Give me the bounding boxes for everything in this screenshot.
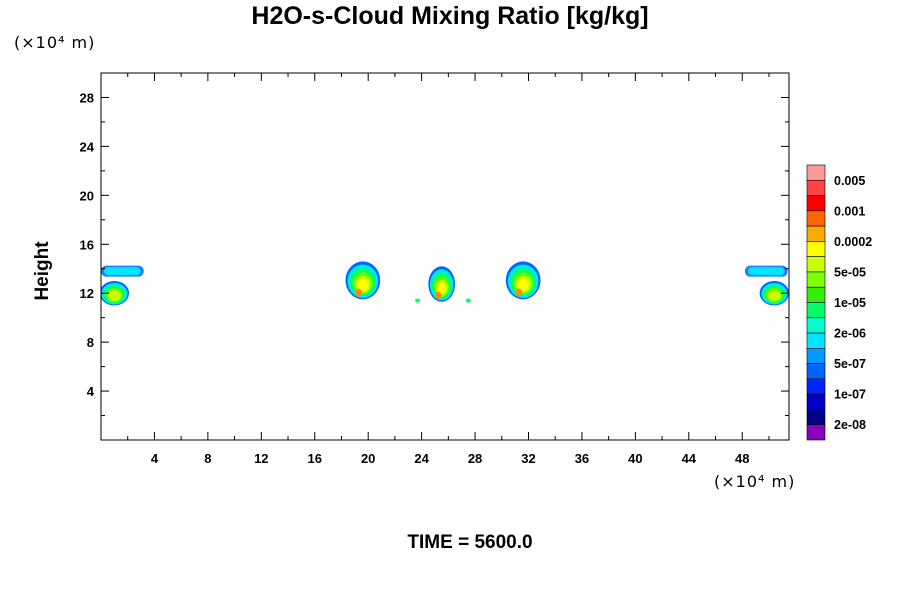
cloud-contour: [517, 279, 529, 291]
y-tick-label: 28: [80, 90, 94, 105]
x-tick-label: 16: [308, 451, 322, 466]
cloud-fragment: [465, 298, 471, 303]
colorbar-label: 0.001: [834, 204, 865, 218]
y-tick-label: 16: [80, 237, 94, 252]
colorbar-label: 0.0002: [834, 235, 872, 249]
colorbar-swatch: [806, 210, 826, 227]
anvil-inner: [104, 267, 141, 276]
plot-frame: [100, 72, 790, 441]
x-tick-label: 8: [204, 451, 211, 466]
cloud-peak: [355, 288, 362, 297]
y-tick-label: 24: [80, 139, 95, 154]
colorbar-swatch: [806, 393, 826, 410]
cloud-field: [101, 261, 789, 306]
colorbar-label: 5e-07: [834, 357, 866, 371]
colorbar-label: 1e-05: [834, 296, 866, 310]
colorbar-label: 2e-08: [834, 418, 866, 432]
x-tick-label: 40: [628, 451, 642, 466]
time-label: TIME = 5600.0: [407, 532, 533, 553]
colorbar-label: 2e-06: [834, 327, 866, 341]
colorbar-label: 5e-05: [834, 265, 866, 279]
cloud-contour: [107, 290, 121, 302]
y-tick-label: 20: [80, 188, 94, 203]
colorbar-swatch: [806, 164, 826, 181]
colorbar-label: 0.005: [834, 174, 865, 188]
colorbar: 0.005 0.001 0.0002 5e-05 1e-05 2e-06 5e-07 1e-0…: [806, 164, 872, 441]
x-tick-label: 4: [151, 451, 159, 466]
colorbar-swatch: [806, 225, 826, 242]
colorbar-swatch: [806, 195, 826, 212]
colorbar-swatch: [806, 348, 826, 364]
colorbar-swatch: [806, 179, 826, 196]
anvil-inner: [747, 267, 785, 276]
x-tick-label: 28: [468, 451, 482, 466]
cloud-contour: [437, 283, 446, 294]
colorbar-swatch: [806, 363, 826, 380]
colorbar-swatch: [806, 424, 826, 441]
colorbar-swatch: [806, 302, 826, 319]
x-tick-label: 44: [682, 451, 697, 466]
y-tick-label: 12: [80, 286, 94, 301]
chart-title: H2O-s-Cloud Mixing Ratio [kg/kg]: [251, 2, 649, 30]
x-tick-label: 12: [254, 451, 268, 466]
colorbar-swatch: [806, 286, 826, 303]
y-axis-unit: (×10⁴ m): [14, 33, 96, 52]
colorbar-swatch: [806, 409, 826, 426]
x-tick-label: 24: [414, 451, 429, 466]
colorbar-swatch: [806, 332, 826, 349]
colorbar-swatch: [806, 317, 826, 334]
colorbar-swatch: [806, 241, 826, 257]
y-tick-label: 4: [87, 384, 95, 399]
colorbar-swatch: [806, 256, 826, 273]
y-tick-label: 8: [87, 335, 94, 350]
x-tick-label: 48: [735, 451, 749, 466]
x-tick-label: 36: [575, 451, 589, 466]
colorbar-label: 1e-07: [834, 388, 866, 402]
cloud-fragment: [415, 298, 421, 303]
cloud-contour: [357, 279, 369, 291]
colorbar-swatch: [806, 378, 826, 395]
x-tick-label: 32: [521, 451, 535, 466]
x-axis-unit: (×10⁴ m): [714, 472, 796, 491]
colorbar-swatch: [806, 271, 826, 288]
x-tick-label: 20: [361, 451, 375, 466]
cloud-peak: [515, 288, 522, 297]
cloud-contour: [767, 290, 781, 302]
cloud-peak: [435, 291, 442, 300]
